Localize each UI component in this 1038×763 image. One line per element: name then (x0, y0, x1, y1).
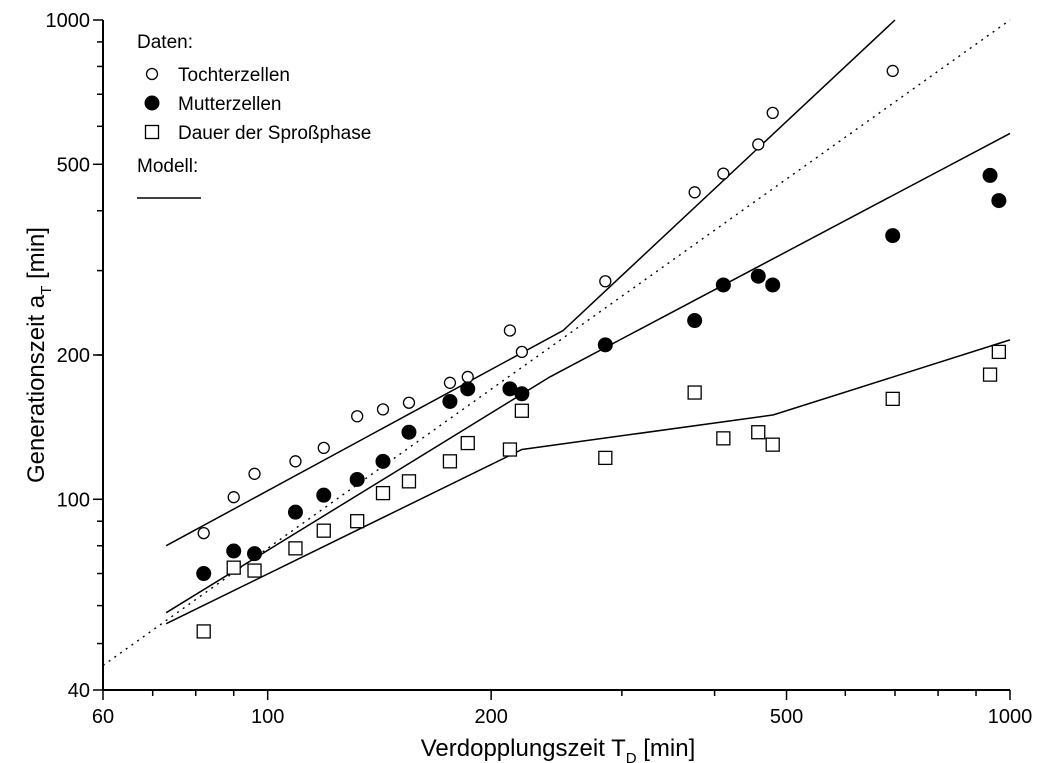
data-point-open-circle (351, 410, 364, 423)
legend-entry-label: Mutterzellen (178, 94, 282, 115)
data-point-filled-circle (460, 381, 476, 397)
data-point-open-square (514, 403, 530, 418)
data-point-filled-circle (597, 337, 613, 353)
x-tick-label: 60 (92, 706, 114, 728)
data-point-open-square (401, 474, 417, 489)
data-point-open-circle (688, 186, 701, 199)
data-point-open-square (716, 431, 731, 446)
data-point-filled-circle (715, 277, 731, 293)
data-point-filled-circle (765, 277, 781, 293)
data-point-open-circle (376, 403, 390, 416)
model-lines (102, 19, 1011, 667)
x-tick-label: 100 (251, 706, 284, 728)
data-point-open-circle (717, 167, 730, 180)
y-tick-label: 100 (57, 489, 90, 511)
y-tick-label: 40 (68, 680, 90, 702)
data-point-open-circle (227, 491, 240, 504)
legend-marker-open-circle (145, 67, 159, 81)
data-point-open-circle (766, 106, 779, 120)
data-point-open-square (288, 541, 303, 556)
data-point-open-square (687, 385, 702, 400)
y-tick-label: 200 (57, 345, 90, 367)
legend-data-title: Daten: (137, 32, 193, 53)
data-point-open-square (375, 485, 391, 501)
y-axis-title-unit: [min] (23, 227, 50, 286)
data-point-open-square (442, 454, 458, 469)
data-point-open-square (765, 437, 780, 452)
data-point-filled-circle (750, 268, 766, 284)
data-point-open-circle (402, 396, 416, 409)
data-point-filled-circle (226, 543, 242, 559)
y-axis-title-main: Generationszeit a (23, 294, 50, 483)
data-point-filled-circle (991, 193, 1007, 209)
data-point-open-circle (503, 324, 517, 337)
data-point-open-square (751, 425, 766, 440)
axes: 60 100 200 500 1000 40 100 200 500 1000 (46, 10, 1033, 728)
x-tick-label: 200 (474, 706, 507, 728)
model-curve-1 (165, 19, 896, 547)
legend-marker-open-square (144, 124, 160, 140)
data-point-open-square (226, 560, 241, 575)
data-point-open-circle (461, 370, 474, 384)
x-axis-title-main: Verdopplungszeit T (421, 735, 626, 762)
data-point-filled-circle (375, 453, 391, 469)
data-point-filled-circle (687, 313, 703, 329)
legend-model-title: Modell: (137, 156, 198, 177)
legend-entry-label: Dauer der Sproßphase (178, 123, 371, 144)
y-axis-title: Generationszeit aT [min] (23, 227, 55, 483)
x-axis-title: Verdopplungszeit TD [min] (421, 735, 696, 763)
data-point-open-circle (599, 275, 612, 288)
data-point-open-square (196, 624, 211, 639)
data-point-open-square (460, 435, 475, 451)
x-axis-title-subscript: D (626, 750, 637, 763)
data-point-open-square (991, 344, 1006, 360)
y-axis-title-subscript: T (38, 286, 55, 295)
x-axis-title-unit: [min] (637, 735, 696, 762)
legend: Daten: Tochterzellen Mutterzellen Dauer der… (137, 32, 371, 199)
data-point-open-circle (248, 467, 261, 480)
data-point-filled-circle (885, 228, 901, 244)
data-point-open-square (982, 367, 998, 382)
legend-entry-label: Tochterzellen (178, 65, 290, 86)
data-point-open-circle (197, 526, 210, 540)
legend-marker-filled-circle (144, 95, 160, 111)
data-point-filled-circle (349, 471, 365, 487)
data-point-open-circle (289, 455, 302, 468)
data-point-filled-circle (196, 566, 212, 582)
y-tick-label: 500 (57, 154, 90, 176)
data-point-filled-circle (287, 504, 303, 520)
data-point-open-square (350, 514, 365, 529)
data-point-open-circle (886, 64, 899, 78)
x-tick-label: 1000 (988, 706, 1033, 728)
data-point-open-square (247, 563, 262, 578)
data-point-open-circle (443, 376, 457, 389)
data-point-open-circle (752, 138, 765, 151)
data-point-filled-circle (514, 386, 530, 402)
data-point-open-circle (515, 345, 529, 359)
y-tick-label: 1000 (46, 10, 91, 32)
model-curve-2 (165, 132, 1011, 614)
data-point-open-circle (317, 441, 330, 455)
data-points (196, 64, 1007, 639)
data-point-open-square (502, 442, 518, 457)
data-point-filled-circle (982, 167, 998, 183)
data-point-filled-circle (442, 393, 458, 409)
data-point-open-square (316, 523, 331, 538)
data-point-open-square (598, 450, 613, 466)
data-point-filled-circle (247, 546, 263, 562)
data-point-open-square (885, 391, 900, 407)
data-point-filled-circle (316, 487, 332, 503)
x-tick-label: 500 (770, 706, 803, 728)
data-point-filled-circle (401, 424, 417, 440)
model-curve-3 (165, 339, 1011, 625)
